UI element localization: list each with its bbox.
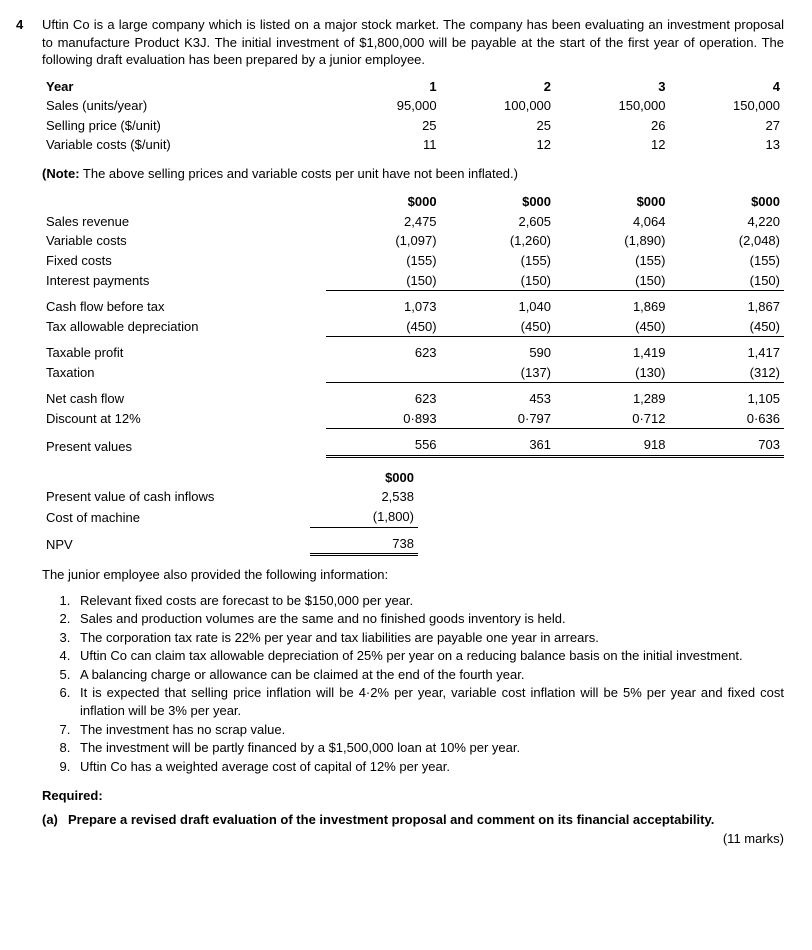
summary-unit: $000 [310, 468, 418, 488]
question-number: 4 [16, 16, 42, 848]
col-unit-4: $000 [669, 192, 784, 212]
list-item: Uftin Co can claim tax allowable depreci… [74, 647, 784, 665]
year-3: 3 [555, 77, 669, 97]
question-body: Uftin Co is a large company which is lis… [42, 16, 784, 848]
intro-text: Uftin Co is a large company which is lis… [42, 16, 784, 69]
note-text: The above selling prices and variable co… [80, 166, 518, 181]
table-row: Sales (units/year) 95,000 100,000 150,00… [42, 96, 784, 116]
note-prefix: (Note: [42, 166, 80, 181]
col-unit-2: $000 [441, 192, 555, 212]
list-item: The corporation tax rate is 22% per year… [74, 629, 784, 647]
required-label: Required: [42, 787, 784, 805]
table-row: Interest payments(150)(150)(150)(150) [42, 271, 784, 291]
list-item: The investment has no scrap value. [74, 721, 784, 739]
table-row: Sales revenue2,4752,6054,0644,220 [42, 212, 784, 232]
note: (Note: The above selling prices and vari… [42, 165, 784, 183]
financial-table: $000 $000 $000 $000 Sales revenue2,4752,… [42, 192, 784, 458]
info-lead: The junior employee also provided the fo… [42, 566, 784, 584]
list-item: Relevant fixed costs are forecast to be … [74, 592, 784, 610]
table-row: Fixed costs(155)(155)(155)(155) [42, 251, 784, 271]
part-a: (a) Prepare a revised draft evaluation o… [42, 811, 784, 829]
question: 4 Uftin Co is a large company which is l… [16, 16, 784, 848]
year-4: 4 [669, 77, 784, 97]
units-table: Year 1 2 3 4 Sales (units/year) 95,000 1… [42, 77, 784, 155]
table-row: Variable costs(1,097)(1,260)(1,890)(2,04… [42, 231, 784, 251]
npv-summary-table: $000 Present value of cash inflows2,538 … [42, 468, 418, 556]
table-row: Tax allowable depreciation(450)(450)(450… [42, 317, 784, 337]
info-list: Relevant fixed costs are forecast to be … [42, 592, 784, 775]
list-item: Uftin Co has a weighted average cost of … [74, 758, 784, 776]
table-row: Cost of machine(1,800) [42, 507, 418, 527]
list-item: It is expected that selling price inflat… [74, 684, 784, 719]
npv-row: NPV738 [42, 534, 418, 555]
table-row: Variable costs ($/unit) 11 12 12 13 [42, 135, 784, 155]
col-unit-3: $000 [555, 192, 669, 212]
list-item: The investment will be partly financed b… [74, 739, 784, 757]
table-row: Taxable profit6235901,4191,417 [42, 343, 784, 363]
list-item: Sales and production volumes are the sam… [74, 610, 784, 628]
table-row: Selling price ($/unit) 25 25 26 27 [42, 116, 784, 136]
list-item: A balancing charge or allowance can be c… [74, 666, 784, 684]
col-unit-1: $000 [326, 192, 440, 212]
part-letter: (a) [42, 811, 68, 829]
table-row: Present value of cash inflows2,538 [42, 487, 418, 507]
table-row: Taxation(137)(130)(312) [42, 363, 784, 383]
table-row: Cash flow before tax1,0731,0401,8691,867 [42, 297, 784, 317]
table-row: Discount at 12%0·8930·7970·7120·636 [42, 409, 784, 429]
table-row: Net cash flow6234531,2891,105 [42, 389, 784, 409]
marks: (11 marks) [42, 830, 784, 848]
year-label: Year [42, 77, 326, 97]
year-2: 2 [441, 77, 555, 97]
year-1: 1 [326, 77, 440, 97]
part-text: Prepare a revised draft evaluation of th… [68, 811, 784, 829]
table-row: Present values556361918703 [42, 435, 784, 456]
